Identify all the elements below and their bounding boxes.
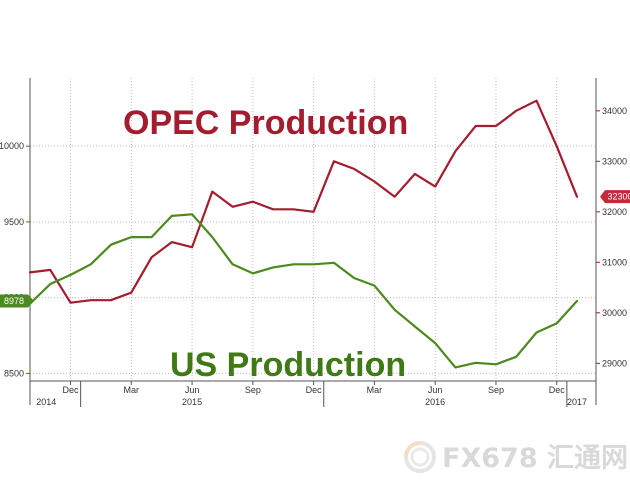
series-labels: OPEC Production US Production	[123, 104, 408, 384]
us-production-label: US Production	[170, 346, 406, 384]
left-axis-tick-label: 10000	[0, 141, 24, 151]
us-last-value-badge	[0, 294, 34, 308]
right-axis-tick-label: 33000	[602, 156, 627, 166]
us-last-value-text: 8978	[4, 296, 24, 306]
right-axis-tick-label: 29000	[602, 358, 627, 368]
right-axis-tick-label: 31000	[602, 257, 627, 267]
fx678-watermark: FX678 汇通网	[404, 441, 628, 474]
x-axis-tick-label: Mar	[124, 385, 140, 395]
year-label: 2016	[425, 397, 445, 407]
year-label: 2017	[567, 397, 587, 407]
x-axis-tick-label: Jun	[185, 385, 200, 395]
us-production-line	[28, 213, 579, 369]
opec-production-label: OPEC Production	[123, 104, 408, 142]
x-axis-tick-label: Dec	[63, 385, 80, 395]
year-label: 2015	[182, 397, 202, 407]
fx678-logo-icon	[404, 441, 436, 473]
x-axis-tick-label: Sep	[245, 385, 261, 395]
watermark-text: FX678 汇通网	[442, 443, 628, 474]
series-lines	[28, 99, 579, 369]
x-axis-tick-label: Mar	[367, 385, 383, 395]
opec-last-value-badge	[600, 190, 630, 204]
right-axis-tick-label: 32000	[602, 207, 627, 217]
right-axis-tick-label: 30000	[602, 308, 627, 318]
x-axis-tick-label: Sep	[488, 385, 504, 395]
grid-lines	[30, 78, 596, 381]
x-axis-tick-label: Jun	[428, 385, 443, 395]
left-axis-tick-label: 9500	[4, 217, 24, 227]
year-label: 2014	[36, 397, 56, 407]
x-axis-tick-label: Dec	[306, 385, 323, 395]
left-axis-tick-label: 8500	[4, 368, 24, 378]
right-axis-tick-label: 34000	[602, 106, 627, 116]
opec-production-line	[28, 99, 579, 304]
x-axis-tick-label: Dec	[549, 385, 566, 395]
last-value-badges: 8978 32300	[0, 190, 630, 308]
opec-last-value-text: 32300	[607, 192, 630, 202]
